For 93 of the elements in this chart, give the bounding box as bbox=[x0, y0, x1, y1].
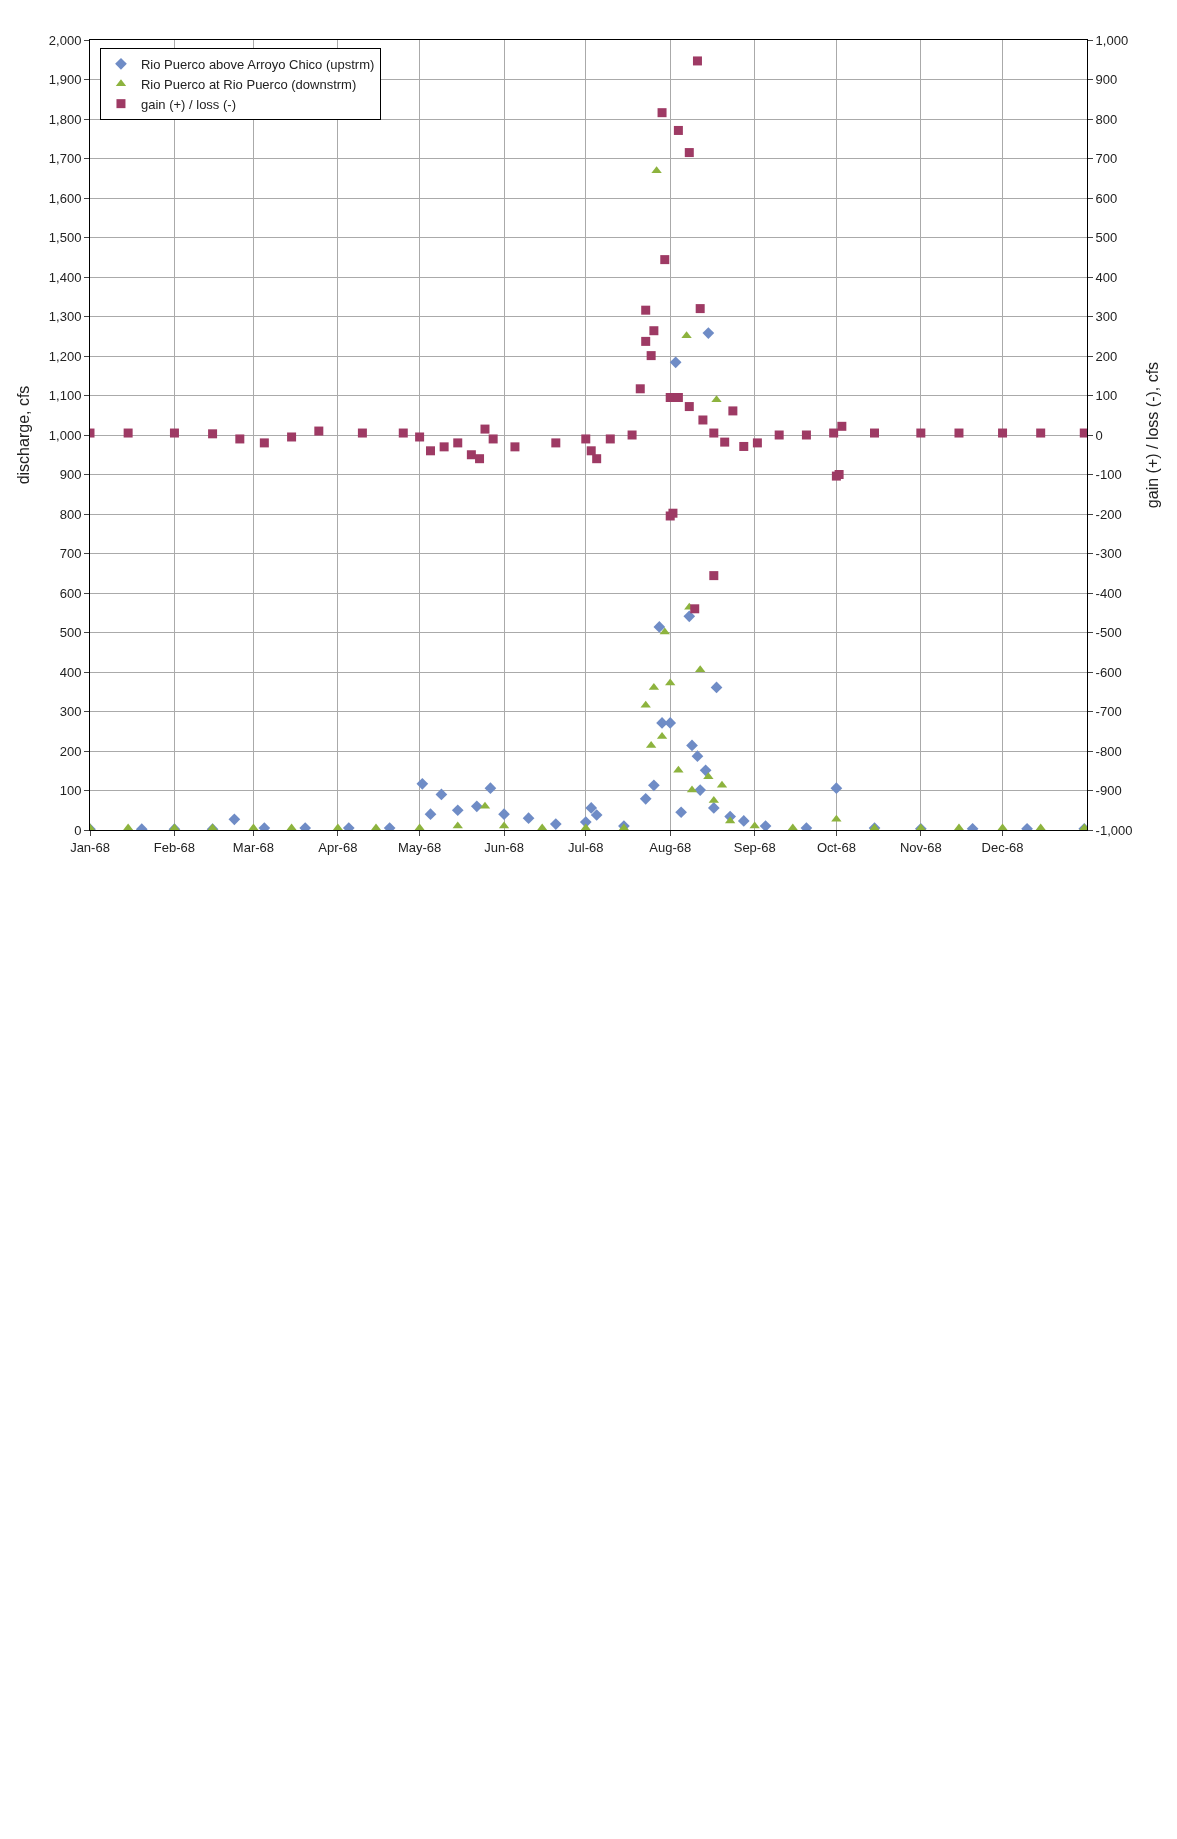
y2-tick-label: -700 bbox=[1095, 704, 1122, 720]
y2-tick-label: 900 bbox=[1095, 72, 1118, 88]
y-tick-label: 1,200 bbox=[48, 348, 82, 364]
point bbox=[498, 808, 510, 821]
y2-tick-label: -900 bbox=[1095, 783, 1122, 799]
y2-tick-label: 400 bbox=[1095, 269, 1118, 285]
y2-tick-label: -800 bbox=[1095, 743, 1122, 759]
y2-tick-label: -1,000 bbox=[1095, 822, 1133, 838]
y-tick-label: 700 bbox=[59, 546, 82, 562]
point bbox=[452, 821, 463, 829]
y-tick-label: 800 bbox=[59, 506, 82, 522]
point bbox=[673, 765, 684, 773]
y2-tick-label: 1,000 bbox=[1095, 32, 1129, 48]
y-tick-label: 2,000 bbox=[48, 32, 82, 48]
legend-label: gain (+) / loss (-) bbox=[140, 96, 236, 112]
y-tick-label: 1,700 bbox=[48, 151, 82, 167]
point bbox=[707, 802, 720, 814]
point bbox=[675, 806, 687, 819]
y2-tick-label: 500 bbox=[1095, 230, 1118, 246]
point bbox=[590, 809, 603, 821]
y-tick-label: 200 bbox=[59, 743, 82, 759]
x-tick-label: Jul-68 bbox=[568, 839, 604, 855]
point bbox=[737, 815, 750, 827]
y-tick-label: 1,000 bbox=[48, 427, 82, 443]
point bbox=[699, 764, 712, 777]
y2-tick-label: 200 bbox=[1095, 348, 1118, 364]
point bbox=[710, 681, 723, 694]
point bbox=[435, 788, 448, 801]
y-tick-label: 1,600 bbox=[48, 190, 82, 206]
y-tick-label: 900 bbox=[59, 467, 82, 483]
y2-tick-label: 100 bbox=[1095, 388, 1118, 404]
x-tick-label: Nov-68 bbox=[899, 839, 942, 855]
point bbox=[831, 814, 842, 822]
x-tick-label: Mar-68 bbox=[232, 839, 275, 855]
y-tick-label: 1,300 bbox=[48, 309, 82, 325]
y-tick-label: 0 bbox=[74, 822, 82, 838]
y2-tick-label: 800 bbox=[1095, 111, 1118, 127]
y-tick-label: 400 bbox=[59, 664, 82, 680]
point bbox=[416, 777, 429, 790]
x-tick-label: Feb-68 bbox=[153, 839, 196, 855]
point bbox=[522, 812, 535, 824]
y2-tick-label: -200 bbox=[1095, 506, 1122, 522]
point bbox=[681, 331, 692, 339]
point bbox=[759, 820, 772, 830]
x-tick-label: Jun-68 bbox=[484, 839, 524, 855]
point bbox=[653, 621, 666, 633]
point bbox=[470, 800, 483, 813]
y2-tick-label: 0 bbox=[1095, 427, 1103, 443]
point bbox=[702, 327, 715, 339]
x-tick-label: Apr-68 bbox=[318, 839, 358, 855]
y2-tick-label: 700 bbox=[1095, 151, 1118, 167]
y2-tick-label: -500 bbox=[1095, 625, 1122, 641]
point bbox=[648, 779, 660, 792]
x-tick-label: Aug-68 bbox=[649, 839, 692, 855]
y2-axis-title: gain (+) / loss (-), cfs bbox=[1144, 361, 1162, 509]
y2-tick-label: 300 bbox=[1095, 309, 1118, 325]
point bbox=[830, 782, 843, 794]
x-tick-label: Sep-68 bbox=[733, 839, 776, 855]
legend-label: Rio Puerco above Arroyo Chico (upstrm) bbox=[140, 56, 375, 72]
legend-label: Rio Puerco at Rio Puerco (downstrm) bbox=[140, 76, 357, 92]
y-tick-label: 500 bbox=[59, 625, 82, 641]
y2-tick-label: -600 bbox=[1095, 664, 1122, 680]
x-tick-label: Jan-68 bbox=[70, 839, 110, 855]
y-tick-label: 300 bbox=[59, 704, 82, 720]
point bbox=[694, 784, 707, 796]
point bbox=[228, 813, 241, 826]
y2-tick-label: -100 bbox=[1095, 467, 1122, 483]
point bbox=[424, 808, 437, 821]
y-tick-label: 1,900 bbox=[48, 72, 82, 88]
point bbox=[484, 782, 497, 794]
y2-tick-label: 600 bbox=[1095, 190, 1118, 206]
point bbox=[686, 739, 698, 752]
x-tick-label: Oct-68 bbox=[816, 839, 856, 855]
point bbox=[585, 802, 598, 814]
y-tick-label: 1,500 bbox=[48, 230, 82, 246]
y-tick-label: 1,800 bbox=[48, 111, 82, 127]
y2-tick-label: -400 bbox=[1095, 585, 1122, 601]
point bbox=[451, 804, 464, 817]
y-tick-label: 1,400 bbox=[48, 269, 82, 285]
point bbox=[691, 750, 704, 762]
point bbox=[683, 610, 696, 623]
point bbox=[639, 792, 652, 805]
x-tick-label: Dec-68 bbox=[981, 839, 1024, 855]
point bbox=[665, 678, 676, 686]
y2-tick-label: -300 bbox=[1095, 546, 1122, 562]
y-tick-label: 100 bbox=[59, 783, 82, 799]
x-tick-label: May-68 bbox=[397, 839, 442, 855]
point bbox=[549, 818, 562, 830]
y-tick-label: 600 bbox=[59, 585, 82, 601]
y-tick-label: 1,100 bbox=[48, 388, 82, 404]
point bbox=[711, 395, 722, 403]
point bbox=[669, 356, 682, 369]
y-axis-title: discharge, cfs bbox=[14, 385, 32, 485]
